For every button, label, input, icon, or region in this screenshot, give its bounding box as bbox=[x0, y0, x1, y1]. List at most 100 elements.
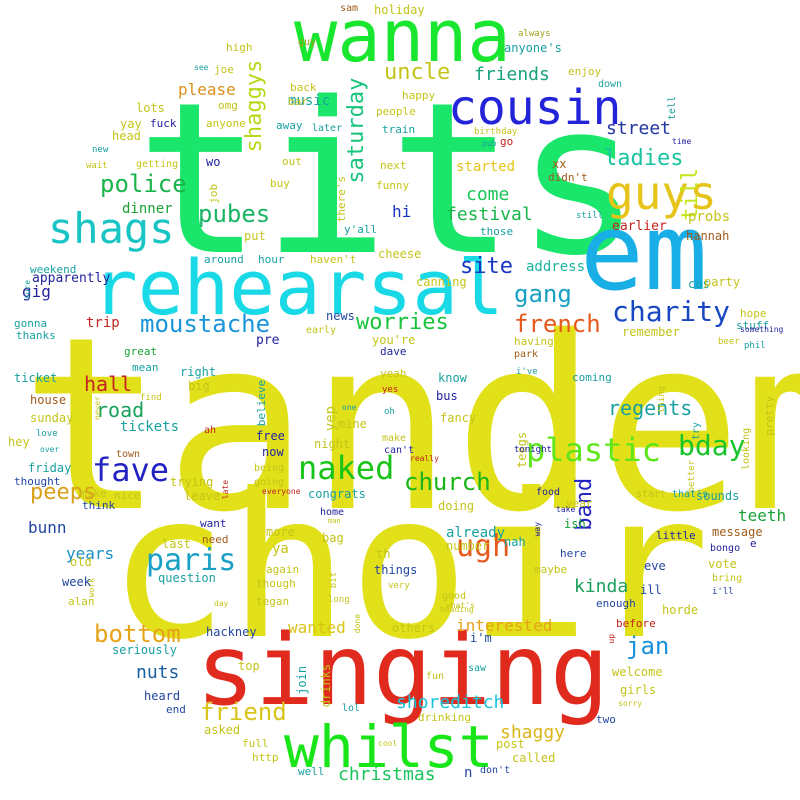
word-looking: looking bbox=[741, 427, 752, 470]
word-out: out bbox=[282, 155, 302, 168]
word-tits: tits bbox=[136, 57, 642, 302]
word-sorry: sorry bbox=[618, 699, 643, 708]
word-sounds: sounds bbox=[696, 489, 740, 503]
word-doing: doing bbox=[438, 499, 475, 513]
word-eve: eve bbox=[644, 559, 666, 573]
word-hannah: hannah bbox=[686, 229, 730, 243]
word-wo: wo bbox=[206, 155, 221, 169]
word-bring: bring bbox=[712, 573, 743, 584]
word-seriously: seriously bbox=[112, 643, 178, 657]
word-know: know bbox=[438, 371, 467, 385]
word-that-s: that's bbox=[672, 489, 709, 500]
word-nuts: nuts bbox=[136, 662, 180, 683]
word-think: think bbox=[82, 499, 116, 512]
word-believe: believe bbox=[255, 379, 268, 427]
word-mike: mike bbox=[80, 487, 107, 500]
word-holiday: holiday bbox=[374, 3, 425, 17]
word-gang: gang bbox=[514, 280, 572, 308]
word-need: need bbox=[202, 533, 229, 546]
word-apparently: apparently bbox=[32, 271, 111, 286]
word-right: right bbox=[180, 365, 217, 379]
word-now: now bbox=[262, 445, 284, 459]
word-things: things bbox=[374, 563, 418, 577]
word-night: night bbox=[314, 437, 351, 451]
word-xx: xx bbox=[552, 157, 567, 171]
word-wait: wait bbox=[86, 161, 108, 171]
word-number: number bbox=[446, 539, 490, 553]
word-hi: hi bbox=[392, 202, 412, 221]
word-singing: singing bbox=[196, 614, 610, 728]
word-ah: ah bbox=[204, 425, 217, 436]
word-stuff: stuff bbox=[736, 319, 770, 332]
word-vote: vote bbox=[708, 557, 737, 571]
word-i-ll: i'll bbox=[712, 587, 734, 597]
word-again: again bbox=[266, 563, 300, 576]
word-horde: horde bbox=[662, 603, 699, 617]
word-don-t: don't bbox=[480, 765, 511, 776]
word-saturday: saturday bbox=[344, 77, 369, 184]
word-nah: nah bbox=[504, 535, 526, 549]
word-start: start bbox=[636, 489, 667, 500]
word-what-s: what's bbox=[446, 601, 475, 610]
word-remember: remember bbox=[622, 325, 680, 339]
word-y-all: y'all bbox=[344, 223, 378, 236]
word-drinking: drinking bbox=[418, 711, 471, 724]
word-make: make bbox=[382, 433, 407, 444]
word-high: high bbox=[226, 41, 253, 54]
word-yay: yay bbox=[120, 117, 142, 131]
word-later: later bbox=[312, 123, 343, 134]
word-already: already bbox=[446, 525, 506, 541]
word-up: up bbox=[607, 633, 616, 644]
word-shags: shags bbox=[48, 204, 175, 253]
word-drinks: drinks bbox=[319, 663, 333, 708]
word-canning: canning bbox=[416, 275, 467, 289]
word-join: join bbox=[295, 665, 309, 695]
word-please: please bbox=[178, 80, 236, 99]
word-dave: dave bbox=[380, 345, 407, 358]
word-others: others bbox=[392, 621, 436, 635]
word-top: top bbox=[238, 659, 260, 673]
word-friend: friend bbox=[200, 698, 287, 726]
word-heard: heard bbox=[144, 689, 181, 703]
word-home: home bbox=[320, 507, 345, 518]
word-called: called bbox=[512, 751, 556, 765]
word-over: over bbox=[40, 445, 60, 454]
word-beer: beer bbox=[718, 337, 740, 347]
word-yeah: yeah bbox=[380, 367, 407, 380]
word-little: little bbox=[656, 529, 696, 542]
word-joe: joe bbox=[214, 63, 234, 76]
word-party: party bbox=[704, 275, 741, 289]
word-town: town bbox=[116, 449, 141, 460]
word-maybe: maybe bbox=[534, 563, 568, 576]
word-people: people bbox=[376, 105, 416, 118]
word-sunday: sunday bbox=[30, 411, 74, 425]
word-sam: sam bbox=[340, 3, 359, 14]
word-thanks: thanks bbox=[16, 329, 56, 342]
word-fancy: fancy bbox=[440, 411, 477, 425]
word-friday: friday bbox=[28, 461, 72, 475]
word-week: week bbox=[62, 575, 91, 589]
word-bit: bit bbox=[329, 571, 339, 589]
word-th: th bbox=[376, 547, 391, 561]
word-jan: jan bbox=[626, 632, 670, 660]
word-want: want bbox=[200, 517, 227, 530]
word-tegan: tegan bbox=[256, 595, 290, 608]
word-welcome: welcome bbox=[612, 665, 663, 679]
word-paris: paris bbox=[146, 543, 237, 578]
word-lol: lol bbox=[342, 703, 361, 714]
word-n: n bbox=[464, 765, 473, 781]
word-very: very bbox=[388, 581, 410, 591]
word-ya: ya bbox=[272, 541, 289, 557]
word-try: try bbox=[691, 421, 702, 440]
word-see: see bbox=[194, 63, 209, 72]
word-heading: heading bbox=[440, 605, 474, 614]
word-friends: friends bbox=[474, 64, 550, 85]
word-one: one bbox=[342, 403, 357, 412]
word-earlier: earlier bbox=[612, 219, 667, 234]
word-worries: worries bbox=[356, 310, 449, 335]
word-girls: girls bbox=[620, 683, 657, 697]
word-last: last bbox=[162, 537, 191, 551]
word-christmas: christmas bbox=[338, 764, 436, 785]
word-road: road bbox=[96, 398, 145, 422]
word-birthday: birthday bbox=[474, 127, 518, 137]
